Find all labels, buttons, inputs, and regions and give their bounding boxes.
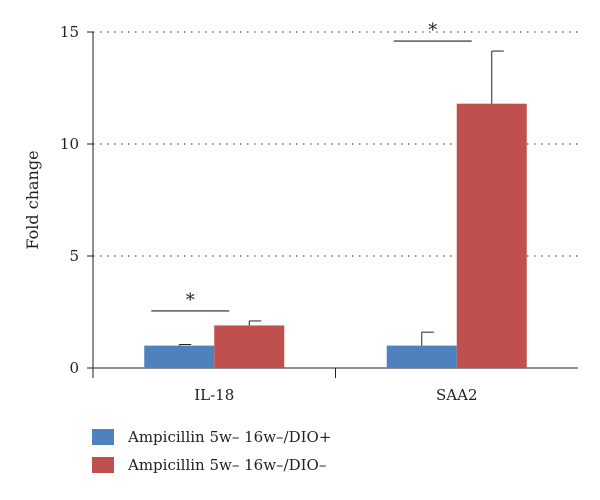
legend-label-series-2: Ampicillin 5w– 16w–/DIO–: [128, 456, 327, 474]
bar-IL-18-series-2: [214, 325, 285, 368]
bar-IL-18-series-1: [144, 345, 215, 368]
legend-swatch-series-2: [92, 457, 114, 473]
annotations: **: [151, 20, 472, 312]
y-tick-label-15: 15: [60, 23, 79, 41]
x-tick-label-SAA2: SAA2: [436, 386, 477, 404]
significance-label-SAA2: *: [428, 20, 437, 41]
legend-item-series-1: Ampicillin 5w– 16w–/DIO+: [92, 423, 331, 451]
legend-label-series-1: Ampicillin 5w– 16w–/DIO+: [128, 428, 332, 446]
significance-label-IL-18: *: [186, 290, 195, 311]
legend-swatch-series-1: [92, 429, 114, 445]
y-tick-label-5: 5: [69, 247, 79, 265]
legend: Ampicillin 5w– 16w–/DIO+ Ampicillin 5w– …: [92, 423, 331, 479]
bar-SAA2-series-1: [386, 345, 457, 368]
y-axis-label: Fold change: [23, 150, 42, 249]
y-tick-label-0: 0: [69, 359, 79, 377]
y-tick-label-10: 10: [60, 135, 79, 153]
bar-SAA2-series-2: [456, 103, 527, 369]
bars: [144, 50, 527, 369]
legend-item-series-2: Ampicillin 5w– 16w–/DIO–: [92, 451, 331, 479]
x-tick-label-IL-18: IL-18: [194, 386, 234, 404]
